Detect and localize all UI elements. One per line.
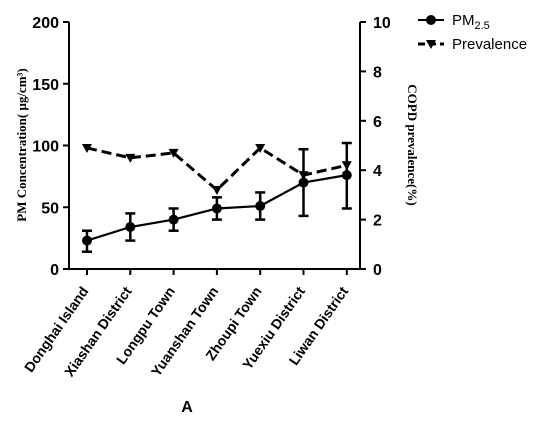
y-axis-right-title: COPD prevalence(%) [405,84,420,205]
y-left-tick-label: 0 [50,262,59,279]
prevalence-point [341,161,352,171]
prevalence-point [255,143,266,153]
legend-label: PM2.5 [452,12,490,32]
y-right-tick-label: 4 [373,163,382,180]
y-left-tick-label: 50 [41,200,59,217]
prevalence-point [125,153,136,163]
y-left-tick-label: 100 [32,139,59,156]
y-right-tick-label: 2 [373,213,382,230]
legend-marker [426,40,436,49]
pm25-point [211,203,222,214]
pm25-point [255,201,266,212]
pm25-point [168,214,179,225]
pm25-point [341,170,352,181]
prevalence-point [82,143,92,153]
y-left-tick-label: 150 [32,77,59,94]
legend-label: Prevalence [452,36,527,53]
y-right-tick-label: 0 [373,262,382,279]
y-right-tick-label: 10 [373,15,391,32]
chart-marks [82,141,352,253]
pm25-point [125,222,136,233]
prevalence-point [168,148,179,158]
y-axis-left-title: PM Concentration( μg/cm³) [14,68,29,222]
prevalence-point [298,171,309,181]
figure-caption: A [181,399,193,416]
y-right-tick-label: 8 [373,64,382,81]
prevalence-point [211,185,222,195]
pm25-point [82,235,92,246]
y-right-tick-label: 6 [373,114,382,131]
legend-marker [426,15,436,25]
pm25-point [298,177,309,188]
y-left-tick-label: 200 [32,15,59,32]
legend: PM2.5 Prevalence [418,12,527,53]
